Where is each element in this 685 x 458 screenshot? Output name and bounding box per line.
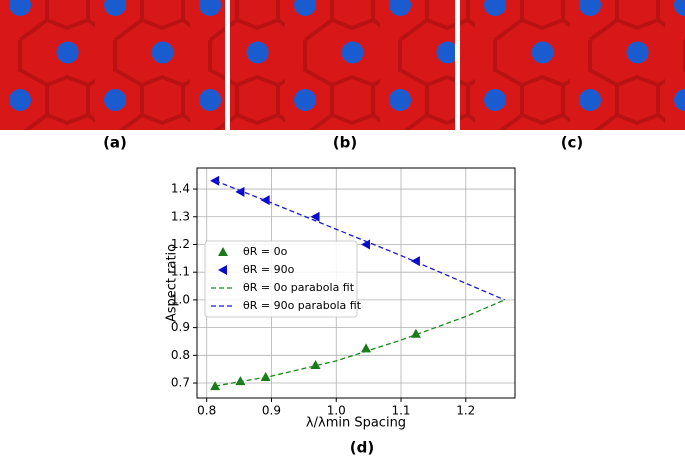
y-axis-label: Aspect ratio xyxy=(165,244,180,322)
y-tick-label: 1.0 xyxy=(171,292,190,306)
x-axis-label: λ/λmin Spacing xyxy=(306,416,406,431)
legend-swatch xyxy=(218,247,228,256)
data-point xyxy=(361,343,372,353)
panel-label: (b) xyxy=(333,134,357,152)
legend-box xyxy=(204,240,358,318)
fit-line xyxy=(215,299,505,387)
plot-frame xyxy=(196,167,516,399)
data-point xyxy=(235,376,246,386)
panel-label: (a) xyxy=(103,134,127,152)
y-tick-label: 1.1 xyxy=(171,265,190,279)
data-point xyxy=(260,371,271,381)
y-tick-label: 0.9 xyxy=(171,320,190,334)
fit-line xyxy=(214,180,505,301)
legend-swatch xyxy=(218,265,227,275)
y-tick-label: 1.4 xyxy=(171,182,190,196)
data-point xyxy=(210,175,220,186)
legend-label: θR = 90o xyxy=(243,263,295,276)
x-tick-label: 0.8 xyxy=(197,404,216,418)
panel-label: (d) xyxy=(350,439,374,457)
data-point xyxy=(310,211,320,222)
x-tick-label: 0.9 xyxy=(262,404,281,418)
y-tick-label: 0.7 xyxy=(171,376,190,390)
legend-label: θR = 90o parabola fit xyxy=(243,299,362,312)
panel-label: (c) xyxy=(561,134,584,152)
x-tick-label: 1.0 xyxy=(327,404,346,418)
render-image-c xyxy=(460,0,685,130)
data-point xyxy=(260,195,270,206)
legend-label: θR = 0o parabola fit xyxy=(243,281,355,294)
y-tick-label: 0.8 xyxy=(171,348,190,362)
data-point xyxy=(410,328,421,338)
legend-label: θR = 0o xyxy=(243,245,288,258)
x-tick-label: 1.2 xyxy=(456,404,475,418)
render-image-b xyxy=(230,0,455,130)
y-tick-label: 1.2 xyxy=(171,237,190,251)
data-point xyxy=(410,256,420,267)
data-point xyxy=(235,186,245,197)
y-tick-label: 1.3 xyxy=(171,209,190,223)
x-tick-label: 1.1 xyxy=(391,404,410,418)
render-image-a xyxy=(0,0,225,130)
